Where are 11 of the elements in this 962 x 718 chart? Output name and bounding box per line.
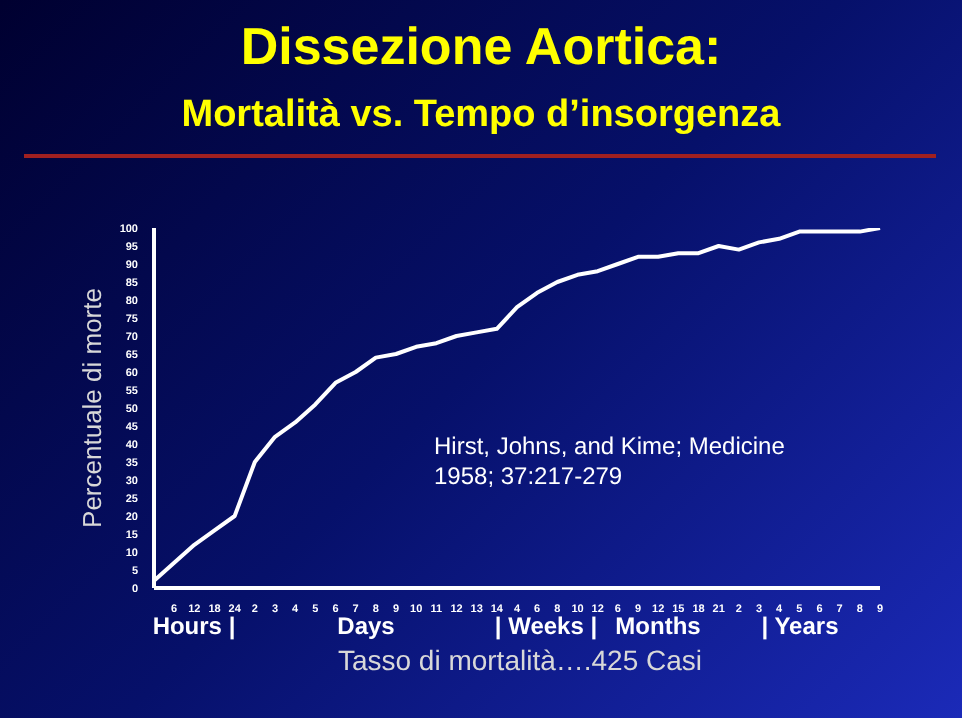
chart-subtitle: Mortalità vs. Tempo d’insorgenza: [179, 94, 783, 138]
text: | Years: [759, 612, 841, 640]
text: | Weeks |: [494, 612, 598, 640]
y-axis-title: Percentuale di morte: [77, 288, 108, 528]
text: Days: [335, 612, 397, 640]
text: Hours |: [150, 612, 238, 640]
line-series: [152, 228, 882, 583]
annotation: Hirst, Johns, and Kime; Medicine 1958; 37:217-279: [434, 432, 787, 492]
x-axis-title: Tasso di mortalità….425 Casi: [335, 644, 705, 676]
text: Months: [615, 612, 701, 640]
chart-title: Dissezione Aortica:: [238, 16, 724, 78]
